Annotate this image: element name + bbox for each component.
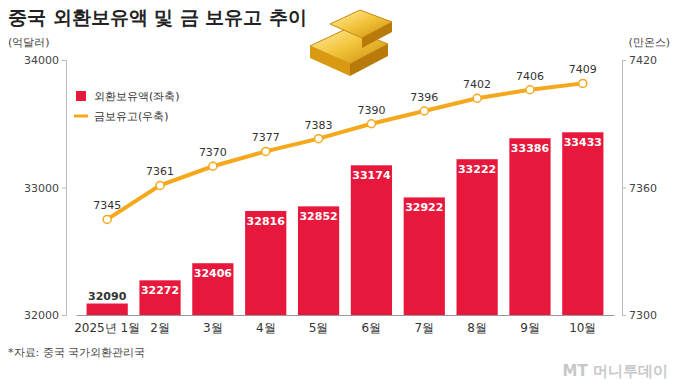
marker <box>579 79 587 87</box>
data-label: 33174 <box>352 169 391 182</box>
tick-mark <box>62 60 66 61</box>
bar <box>192 263 233 315</box>
data-label: 7383 <box>305 119 333 132</box>
data-label: 33386 <box>511 142 550 155</box>
bar <box>404 197 445 315</box>
data-label: 7390 <box>357 104 385 117</box>
legend-item: 금보유고(우축) <box>74 110 169 123</box>
data-label: 33433 <box>564 136 602 149</box>
tick-mark <box>622 188 626 189</box>
bar <box>139 280 180 315</box>
tick-mark <box>622 60 626 61</box>
tick-label: 6월 <box>362 321 382 335</box>
tick-label: 10월 <box>569 321 596 335</box>
line <box>107 83 583 219</box>
x-axis: 2025년 1월 2월 3월 4월 5월 6월 7월 8월 9월 10월 <box>74 316 614 335</box>
axis-line <box>77 315 615 316</box>
data-labels: 32090 32272 32406 32816 32852 33174 32922 33222… <box>88 63 602 302</box>
data-label: 7402 <box>463 78 491 91</box>
axis-line <box>623 61 627 316</box>
gold-bar <box>350 44 388 76</box>
marker <box>473 94 481 102</box>
chart: 중국 외환보유액 및 금 보유고 추이(억달러)(만온스)32000330003… <box>0 0 678 384</box>
tick-mark <box>62 188 66 189</box>
marker <box>367 120 375 128</box>
data-label: 32272 <box>141 284 179 297</box>
marker <box>420 107 428 115</box>
legend-label: 외환보유액(좌축) <box>94 90 180 103</box>
source-note: *자료: 중국 국가외환관리국 <box>8 346 145 359</box>
bar <box>351 165 392 315</box>
bar <box>87 304 128 315</box>
tick-label: 2025년 1월 <box>74 321 140 335</box>
tick-label: 2월 <box>150 321 170 335</box>
axis-line <box>62 61 67 316</box>
bar <box>457 159 498 315</box>
marker <box>315 135 323 143</box>
tick-label: 7300 <box>629 309 657 322</box>
bar <box>245 211 286 315</box>
tick-label: 9월 <box>520 321 540 335</box>
data-label: 7406 <box>516 70 544 83</box>
y-axis-label: (억달러) <box>8 36 50 49</box>
tick-label: 8월 <box>467 321 487 335</box>
bar <box>562 132 603 315</box>
data-label: 32816 <box>247 215 286 228</box>
bar <box>509 138 550 315</box>
y2-axis-label: (만온스) <box>628 36 670 49</box>
tick-mark <box>622 315 626 316</box>
tick-label: 7420 <box>629 54 657 67</box>
legend-item: 외환보유액(좌축) <box>76 90 180 103</box>
legend: 외환보유액(좌축) 금보유고(우축) <box>74 90 180 123</box>
data-label: 7396 <box>410 91 438 104</box>
data-label: 32852 <box>299 210 337 223</box>
plot-area <box>87 79 604 315</box>
legend-swatch <box>76 91 86 101</box>
gold-bar <box>362 22 392 48</box>
marker <box>209 162 217 170</box>
data-label: 7361 <box>146 165 174 178</box>
marker <box>103 215 111 223</box>
tick-label: 4월 <box>256 321 276 335</box>
data-label: 7409 <box>569 63 597 76</box>
watermark: MT 머니투데이 <box>563 362 668 380</box>
y-axis: 32000 33000 34000 <box>24 54 67 322</box>
data-label: 7377 <box>252 131 280 144</box>
data-label: 7370 <box>199 146 227 159</box>
y2-axis: 7300 7360 7420 <box>622 54 657 322</box>
data-label: 32090 <box>88 290 127 303</box>
tick-label: 3월 <box>203 321 223 335</box>
tick-mark <box>62 315 66 316</box>
tick-label: 7360 <box>629 182 657 195</box>
gold-bar <box>310 46 350 76</box>
data-label: 32406 <box>194 267 233 280</box>
data-label: 7345 <box>93 199 121 212</box>
tick-label: 32000 <box>24 309 59 322</box>
tick-label: 7월 <box>414 321 434 335</box>
data-label: 32922 <box>405 201 443 214</box>
data-label: 33222 <box>458 163 496 176</box>
title: 중국 외환보유액 및 금 보유고 추이 <box>8 6 307 28</box>
gold-icon <box>310 10 392 76</box>
tick-label: 34000 <box>24 54 59 67</box>
marker <box>156 181 164 189</box>
tick-label: 33000 <box>24 182 59 195</box>
legend-swatch <box>74 115 88 118</box>
marker <box>526 86 534 94</box>
tick-label: 5월 <box>309 321 329 335</box>
legend-label: 금보유고(우축) <box>94 110 169 123</box>
marker <box>262 147 270 155</box>
bar <box>298 206 339 315</box>
